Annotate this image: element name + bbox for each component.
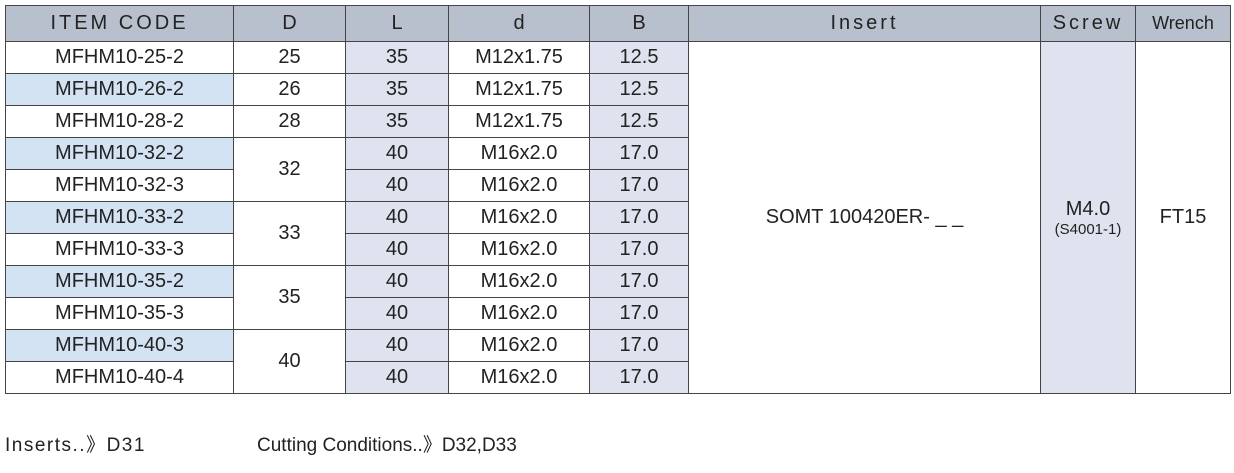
- column-header: L: [345, 5, 449, 42]
- column-header: d: [448, 5, 590, 42]
- dimension-D: 40: [233, 329, 346, 394]
- thread-d: M16x2.0: [448, 361, 590, 394]
- column-header: Wrench: [1135, 5, 1231, 42]
- dimension-L: 40: [345, 329, 449, 362]
- dimension-B: 17.0: [589, 201, 689, 234]
- footer-link: Cutting Conditions..》D32,D33: [257, 435, 517, 456]
- dimension-L: 35: [345, 41, 449, 74]
- dimension-D: 28: [233, 105, 346, 138]
- dimension-L: 40: [345, 297, 449, 330]
- dimension-L: 40: [345, 137, 449, 170]
- column-header: D: [233, 5, 346, 42]
- dimension-D: 35: [233, 265, 346, 330]
- thread-d: M12x1.75: [448, 105, 590, 138]
- item-code: MFHM10-32-3: [5, 169, 234, 202]
- thread-d: M16x2.0: [448, 137, 590, 170]
- dimension-D: 25: [233, 41, 346, 74]
- thread-d: M12x1.75: [448, 41, 590, 74]
- screw-code: (S4001-1): [1054, 220, 1122, 238]
- table-row: MFHM10-40-3 40 40 M16x2.0 17.0: [5, 329, 1231, 394]
- dimension-D: 26: [233, 73, 346, 106]
- table-row: MFHM10-28-2 28 35 M12x1.75 12.5: [5, 105, 1231, 138]
- dimension-L: 35: [345, 105, 449, 138]
- item-code: MFHM10-33-3: [5, 233, 234, 266]
- dimension-D: 32: [233, 137, 346, 202]
- item-code: MFHM10-33-2: [5, 201, 234, 234]
- insert: SOMT 100420ER- _ _: [688, 41, 1041, 394]
- dimension-L: 40: [345, 265, 449, 298]
- dimension-L: 35: [345, 73, 449, 106]
- screw: M4.0 (S4001-1): [1040, 41, 1136, 394]
- column-header: B: [589, 5, 689, 42]
- table-body: MFHM10-25-2 25 35 M12x1.75 12.5 SOMT 100420ER…: [5, 41, 1231, 394]
- dimension-L: 40: [345, 361, 449, 394]
- thread-d: M16x2.0: [448, 297, 590, 330]
- footer-link: Inserts..》D31: [5, 435, 146, 456]
- item-code: MFHM10-35-2: [5, 265, 234, 298]
- dimension-B: 17.0: [589, 329, 689, 362]
- dimension-L: 40: [345, 201, 449, 234]
- dimension-B: 12.5: [589, 73, 689, 106]
- screw-size: M4.0: [1065, 197, 1111, 220]
- item-code: MFHM10-35-3: [5, 297, 234, 330]
- table-row: MFHM10-40-4 40 M16x2.0 17.0: [5, 361, 1231, 394]
- dimension-D: 33: [233, 201, 346, 266]
- thread-d: M16x2.0: [448, 265, 590, 298]
- table-row: MFHM10-25-2 25 35 M12x1.75 12.5 SOMT 100420ER…: [5, 41, 1231, 394]
- thread-d: M16x2.0: [448, 169, 590, 202]
- thread-d: M16x2.0: [448, 201, 590, 234]
- dimension-B: 12.5: [589, 105, 689, 138]
- column-header: Screw: [1040, 5, 1136, 42]
- dimension-B: 17.0: [589, 265, 689, 298]
- dimension-B: 17.0: [589, 297, 689, 330]
- dimension-B: 17.0: [589, 169, 689, 202]
- column-header: ITEM CODE: [5, 5, 234, 42]
- dimension-B: 17.0: [589, 137, 689, 170]
- wrench: FT15: [1135, 41, 1231, 394]
- item-code: MFHM10-32-2: [5, 137, 234, 170]
- dimension-B: 17.0: [589, 233, 689, 266]
- dimension-L: 40: [345, 169, 449, 202]
- dimension-B: 17.0: [589, 361, 689, 394]
- column-header: Insert: [688, 5, 1041, 42]
- item-code: MFHM10-28-2: [5, 105, 234, 138]
- dimension-L: 40: [345, 233, 449, 266]
- item-code: MFHM10-40-3: [5, 329, 234, 362]
- table-row: MFHM10-35-3 40 M16x2.0 17.0: [5, 297, 1231, 330]
- thread-d: M16x2.0: [448, 233, 590, 266]
- table-row: MFHM10-32-2 32 40 M16x2.0 17.0: [5, 137, 1231, 202]
- thread-d: M12x1.75: [448, 73, 590, 106]
- table-row: MFHM10-26-2 26 35 M12x1.75 12.5: [5, 73, 1231, 106]
- table-row: MFHM10-35-2 35 40 M16x2.0 17.0: [5, 265, 1231, 330]
- item-code: MFHM10-40-4: [5, 361, 234, 394]
- table-row: MFHM10-33-3 40 M16x2.0 17.0: [5, 233, 1231, 266]
- thread-d: M16x2.0: [448, 329, 590, 362]
- item-code: MFHM10-26-2: [5, 73, 234, 106]
- table-row: MFHM10-32-3 40 M16x2.0 17.0: [5, 169, 1231, 202]
- item-code: MFHM10-25-2: [5, 41, 234, 74]
- dimension-B: 12.5: [589, 41, 689, 74]
